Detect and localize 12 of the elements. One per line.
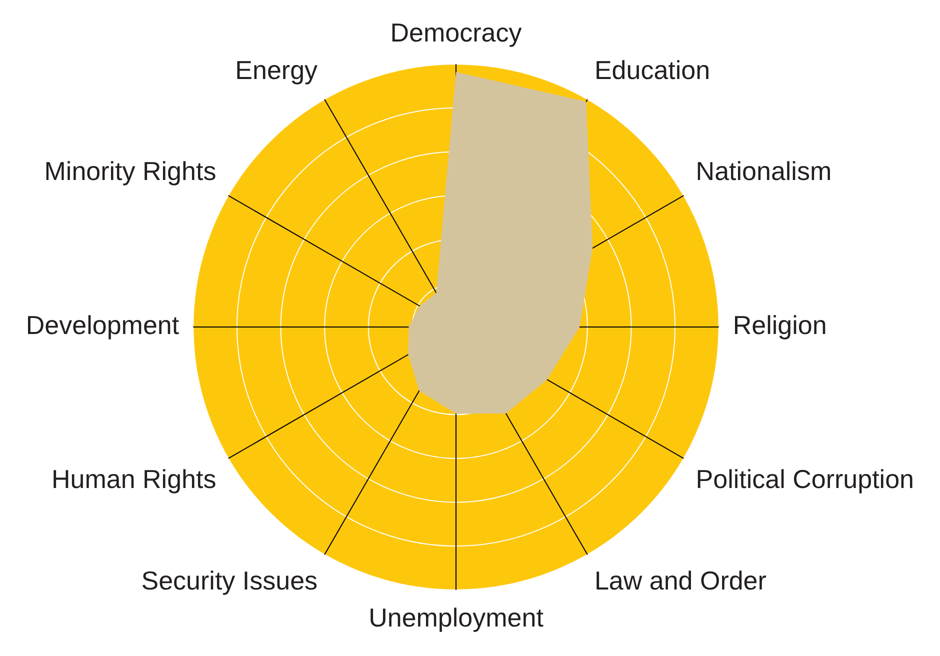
spoke-label: Political Corruption <box>696 464 914 494</box>
spoke-label: Law and Order <box>594 566 767 596</box>
spoke-label: Religion <box>732 310 827 340</box>
spoke-label: Unemployment <box>368 602 544 633</box>
spoke-label: Democracy <box>390 18 522 48</box>
spoke-label: Energy <box>235 54 318 85</box>
spoke-label: Minority Rights <box>44 156 216 186</box>
spoke-label: Development <box>26 310 180 340</box>
spoke-label: Security Issues <box>141 566 318 596</box>
spoke-label: Education <box>594 54 710 85</box>
spoke-label: Nationalism <box>696 156 832 186</box>
spoke-label: Human Rights <box>51 464 216 494</box>
